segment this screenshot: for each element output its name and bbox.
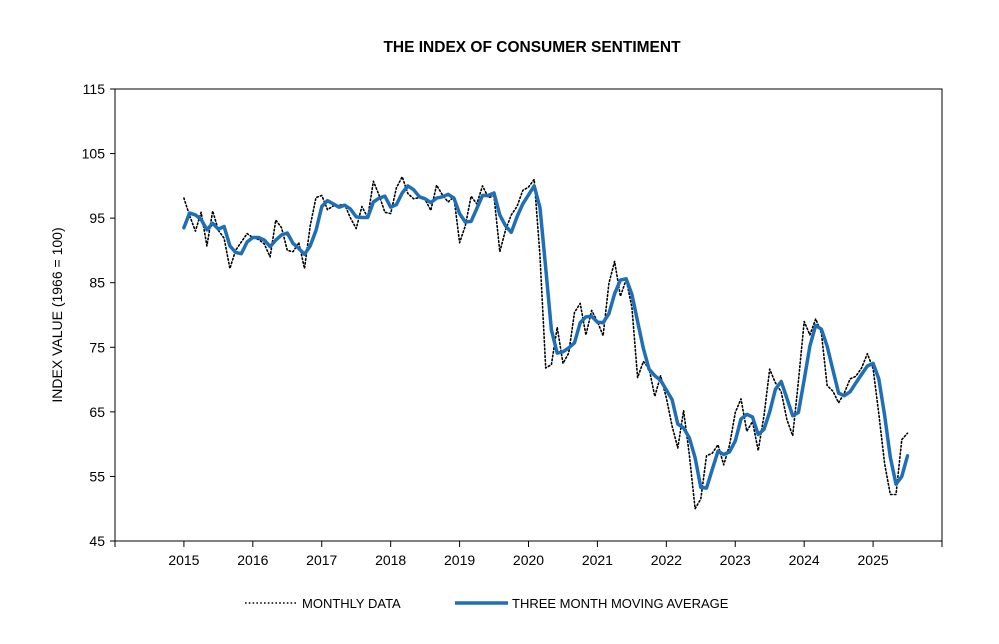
- x-tick-label: 2019: [444, 552, 475, 568]
- y-tick-label: 55: [89, 468, 105, 484]
- y-tick-label: 95: [89, 210, 105, 226]
- x-tick-label: 2017: [306, 552, 337, 568]
- y-tick-label: 65: [89, 404, 105, 420]
- legend-monthly-label: MONTHLY DATA: [302, 596, 401, 611]
- legend: MONTHLY DATA THREE MONTH MOVING AVERAGE: [245, 596, 729, 611]
- x-tick-label: 2020: [513, 552, 544, 568]
- chart-title: THE INDEX OF CONSUMER SENTIMENT: [383, 39, 681, 56]
- y-tick-label: 105: [82, 146, 106, 162]
- y-axis: 45 55 65 75 85 95 105 115: [82, 81, 115, 549]
- x-tick-label: 2024: [789, 552, 820, 568]
- x-tick-label: 2018: [375, 552, 406, 568]
- y-tick-label: 85: [89, 275, 105, 291]
- y-tick-label: 115: [83, 81, 106, 97]
- series-layer: [182, 176, 910, 510]
- y-tick-label: 45: [89, 533, 105, 549]
- y-tick-label: 75: [89, 339, 105, 355]
- series-monthly-data-line: [183, 176, 909, 510]
- x-tick-label: 2022: [651, 552, 682, 568]
- y-axis-label: INDEX VALUE (1966 = 100): [49, 227, 65, 402]
- x-tick-label: 2021: [582, 552, 613, 568]
- x-tick-label: 2015: [168, 552, 199, 568]
- plot-area-frame: [114, 88, 943, 542]
- x-tick-label: 2023: [720, 552, 751, 568]
- x-tick-label: 2025: [858, 552, 889, 568]
- legend-moving-average-label: THREE MONTH MOVING AVERAGE: [512, 596, 729, 611]
- series-moving-average-line: [182, 184, 910, 490]
- x-tick-label: 2016: [237, 552, 268, 568]
- x-axis: 2015 2016 2017 2018 2019 2020 2021 2022 2023 2024…: [114, 541, 943, 568]
